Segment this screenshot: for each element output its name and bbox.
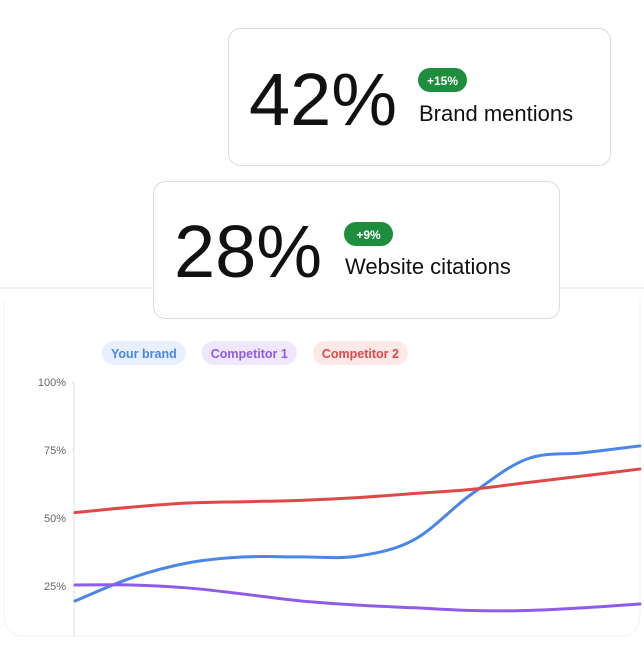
- legend-label: Competitor 1: [211, 347, 288, 361]
- card: [228, 28, 611, 166]
- data-line: [73, 583, 642, 613]
- chart: 25% 50% 75% 100% Your brand Competitor 1 Compe…: [38, 341, 642, 637]
- legend-item: Competitor 1: [201, 341, 297, 365]
- y-tick-label: 100%: [38, 377, 66, 389]
- card-label: Brand mentions: [419, 101, 573, 126]
- legend-item: Your brand: [102, 341, 186, 365]
- change-badge: [418, 68, 467, 92]
- legend-item: Competitor 2: [312, 341, 408, 365]
- y-tick-label: 25%: [44, 581, 66, 593]
- legend-pill: [102, 341, 186, 365]
- card-label: Website citations: [345, 254, 511, 279]
- legend-pill: [312, 341, 408, 365]
- y-tick-label: 75%: [44, 445, 66, 457]
- change-badge: [344, 222, 393, 246]
- card-change: +15%: [427, 74, 458, 88]
- legend-label: Your brand: [111, 347, 177, 361]
- card-value: 42%: [249, 58, 397, 141]
- y-tick-label: 50%: [44, 513, 66, 525]
- data-line: [73, 444, 642, 603]
- card: [153, 181, 560, 319]
- legend-pill: [201, 341, 297, 365]
- chart-panel: [3, 300, 641, 637]
- data-line: [73, 467, 642, 515]
- legend-label: Competitor 2: [322, 347, 399, 361]
- card-change: +9%: [356, 228, 381, 242]
- card-value: 28%: [174, 210, 322, 293]
